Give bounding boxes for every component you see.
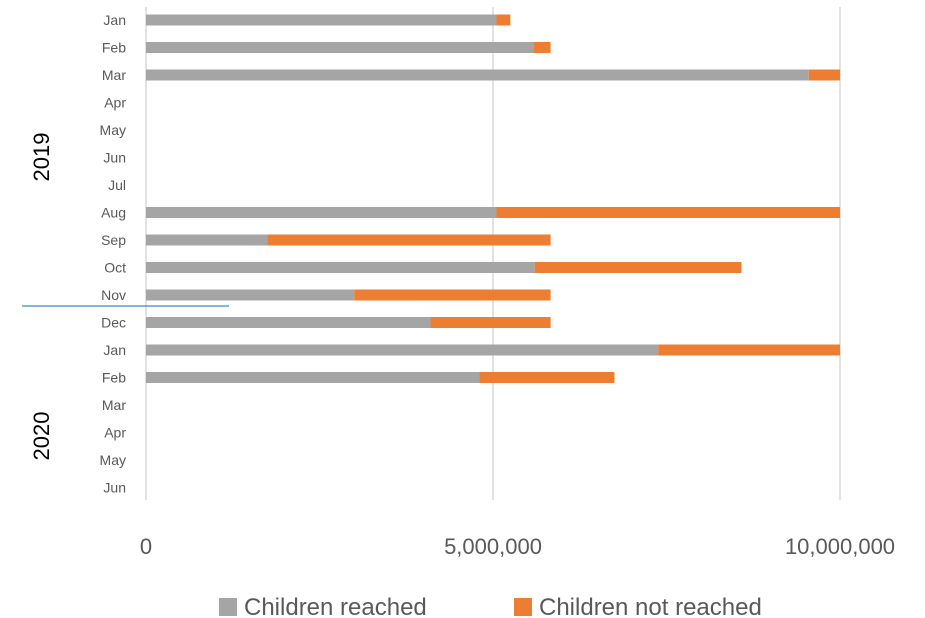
bar-reached-11 [146,317,431,328]
legend-label: Children not reached [539,594,762,618]
year-label: 2019 [29,133,54,182]
bar-reached-8 [146,234,268,246]
bar-not-reached-8 [267,234,551,246]
bar-reached-7 [146,207,497,218]
y-tick-label: Mar [102,397,126,413]
gridlines [145,7,841,500]
bar-reached-13 [146,372,480,383]
year-label: 2020 [29,412,54,461]
bar-not-reached-11 [430,317,551,328]
bar-reached-10 [146,289,355,301]
bar-not-reached-0 [496,14,511,26]
y-axis-tick-labels: Jan Feb Mar Apr May Jun Jul Aug Sep Oct Nov Dec Jan F… [100,12,127,496]
x-tick-label: 5,000,000 [444,534,542,559]
bar-not-reached-13 [479,372,615,383]
year-group-labels: 2019 2020 [29,133,54,461]
y-tick-label: Jun [103,480,126,496]
y-tick-label: Jan [103,342,126,358]
y-tick-label: Dec [101,315,126,331]
legend-swatch-not-reached [514,598,532,616]
bars [146,14,840,383]
bar-reached-0 [146,14,497,26]
y-tick-label: Oct [104,260,126,276]
bar-reached-1 [146,42,534,53]
y-tick-label: Sep [101,232,126,248]
y-tick-label: Jul [108,177,126,193]
y-tick-label: Nov [101,287,126,303]
y-tick-label: Apr [104,95,126,111]
bar-reached-2 [146,69,809,81]
y-tick-label: Aug [101,205,126,221]
y-tick-label: May [100,122,126,138]
bar-not-reached-9 [534,262,742,273]
x-tick-label: 0 [140,534,152,559]
bar-reached-12 [146,344,659,356]
y-tick-label: Feb [102,370,126,386]
bar-not-reached-7 [496,207,840,218]
x-axis-tick-labels: 0 5,000,000 10,000,000 [140,534,895,559]
y-tick-label: Jun [103,150,126,166]
legend-swatch-reached [219,598,237,616]
y-tick-label: Mar [102,67,126,83]
y-tick-label: Jan [103,12,126,28]
y-tick-label: May [100,452,126,468]
y-tick-label: Apr [104,425,126,441]
bar-not-reached-2 [808,69,840,81]
bar-not-reached-10 [354,289,551,301]
y-tick-label: Feb [102,40,126,56]
bar-not-reached-12 [658,344,840,356]
legend-label: Children reached [244,594,427,618]
bar-not-reached-1 [533,42,551,53]
legend: Children reached Children not reached [219,594,762,618]
bar-reached-9 [146,262,535,273]
x-tick-label: 10,000,000 [785,534,895,559]
